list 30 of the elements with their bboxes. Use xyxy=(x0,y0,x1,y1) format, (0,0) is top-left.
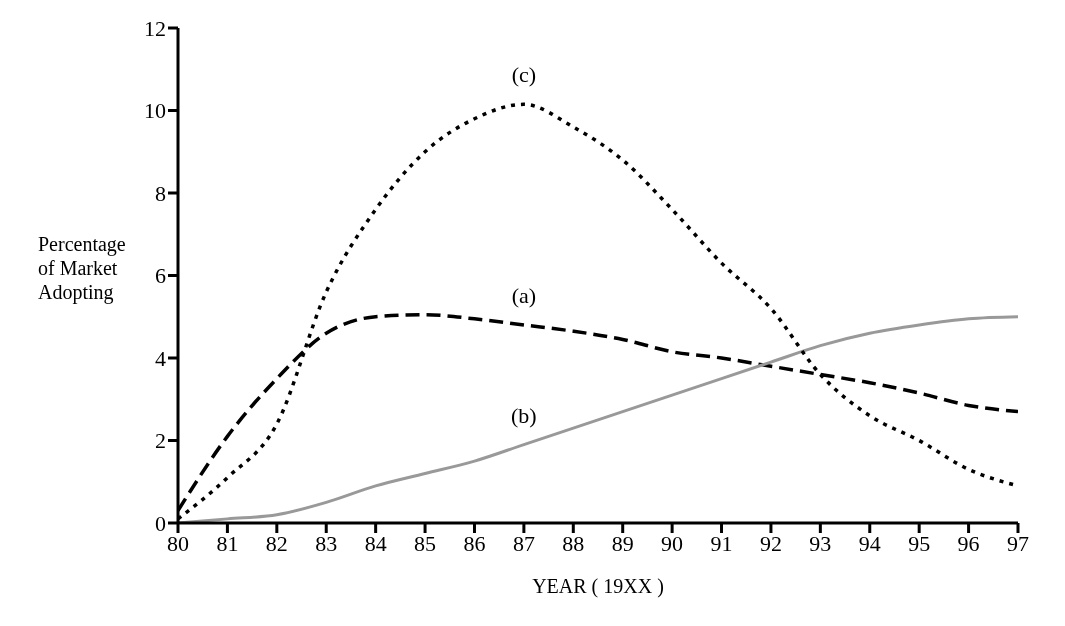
x-tick-label: 86 xyxy=(463,530,486,556)
x-tick-label: 88 xyxy=(562,530,585,556)
x-tick-label: 95 xyxy=(908,530,931,556)
x-tick-label: 85 xyxy=(414,530,437,556)
x-tick-label: 80 xyxy=(167,530,189,556)
y-tick-label: 6 xyxy=(155,263,166,289)
y-tick-label: 12 xyxy=(144,15,166,41)
x-tick-label: 82 xyxy=(265,530,288,556)
x-tick-label: 84 xyxy=(364,530,387,556)
x-tick-label: 94 xyxy=(858,530,881,556)
x-tick-label: 90 xyxy=(661,530,684,556)
y-tick-label: 0 xyxy=(155,510,166,536)
series-label: (b) xyxy=(511,402,537,428)
series-label: (c) xyxy=(511,62,537,88)
x-tick-label: 96 xyxy=(957,530,980,556)
x-tick-label: 91 xyxy=(710,530,733,556)
x-tick-label: 83 xyxy=(315,530,338,556)
x-axis-title: YEAR ( 19XX ) xyxy=(532,575,664,598)
y-tick-label: 8 xyxy=(155,180,166,206)
series-label: (a) xyxy=(511,283,537,308)
x-tick-label: 81 xyxy=(216,530,239,556)
x-tick-label: 97 xyxy=(1007,530,1029,556)
y-tick-label: 4 xyxy=(155,345,166,371)
y-axis-title: Percentage of Market Adopting xyxy=(38,232,126,304)
y-tick-label: 2 xyxy=(155,428,166,454)
x-tick-label: 92 xyxy=(759,530,782,556)
x-tick-label: 89 xyxy=(611,530,634,556)
x-tick-label: 93 xyxy=(809,530,832,556)
y-tick-label: 10 xyxy=(144,98,166,124)
x-tick-label: 87 xyxy=(512,530,535,556)
